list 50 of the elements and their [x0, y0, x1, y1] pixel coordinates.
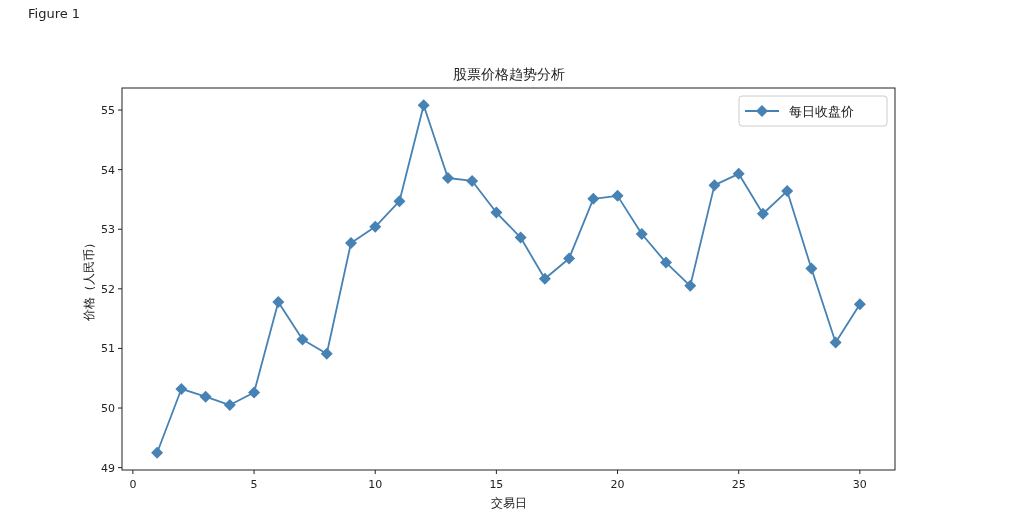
- y-tick-label: 50: [101, 402, 115, 416]
- y-tick-label: 49: [101, 461, 115, 475]
- x-tick-label: 15: [489, 478, 504, 491]
- y-tick-label: 53: [101, 223, 115, 237]
- point: [587, 192, 600, 205]
- x-tick-label: 0: [129, 478, 137, 491]
- point: [320, 347, 333, 360]
- annotation: Figure 1: [28, 6, 81, 21]
- point: [369, 220, 382, 233]
- point: [175, 382, 188, 395]
- point: [563, 252, 576, 265]
- point: [805, 262, 818, 275]
- legend-label: 每日收盘价: [789, 104, 854, 119]
- point: [756, 207, 769, 220]
- x-tick-label: 5: [250, 478, 258, 491]
- y-tick-label: 55: [101, 104, 115, 118]
- point: [344, 236, 357, 249]
- x-tick-label: 10: [368, 478, 383, 491]
- point: [199, 390, 212, 403]
- point: [611, 189, 624, 202]
- point: [660, 256, 673, 269]
- point: [441, 171, 454, 184]
- y-tick-label: 51: [101, 342, 115, 356]
- x-tick-label: 30: [852, 478, 867, 491]
- point: [393, 195, 406, 208]
- point: [708, 179, 721, 192]
- y-axis-title: 价格（人民币）: [82, 237, 96, 322]
- x-tick-label: 20: [610, 478, 625, 491]
- point: [829, 336, 842, 349]
- point: [417, 99, 430, 112]
- y-tick-label: 54: [101, 163, 115, 177]
- point: [223, 399, 236, 412]
- point: [684, 279, 697, 292]
- point: [538, 272, 551, 285]
- point: [466, 174, 479, 187]
- point: [514, 231, 527, 244]
- point: [635, 228, 648, 241]
- point: [732, 167, 745, 180]
- point: [296, 333, 309, 346]
- x-tick-label: 25: [731, 478, 746, 491]
- point: [490, 206, 503, 219]
- point: [151, 446, 164, 459]
- point: [781, 185, 794, 198]
- point: [272, 295, 285, 308]
- y-tick-label: 52: [101, 282, 115, 296]
- chart-title: 股票价格趋势分析: [452, 66, 565, 82]
- legend: 每日收盘价: [738, 95, 888, 127]
- point: [853, 298, 866, 311]
- x-axis-title: 交易日: [490, 496, 527, 510]
- point: [248, 386, 261, 399]
